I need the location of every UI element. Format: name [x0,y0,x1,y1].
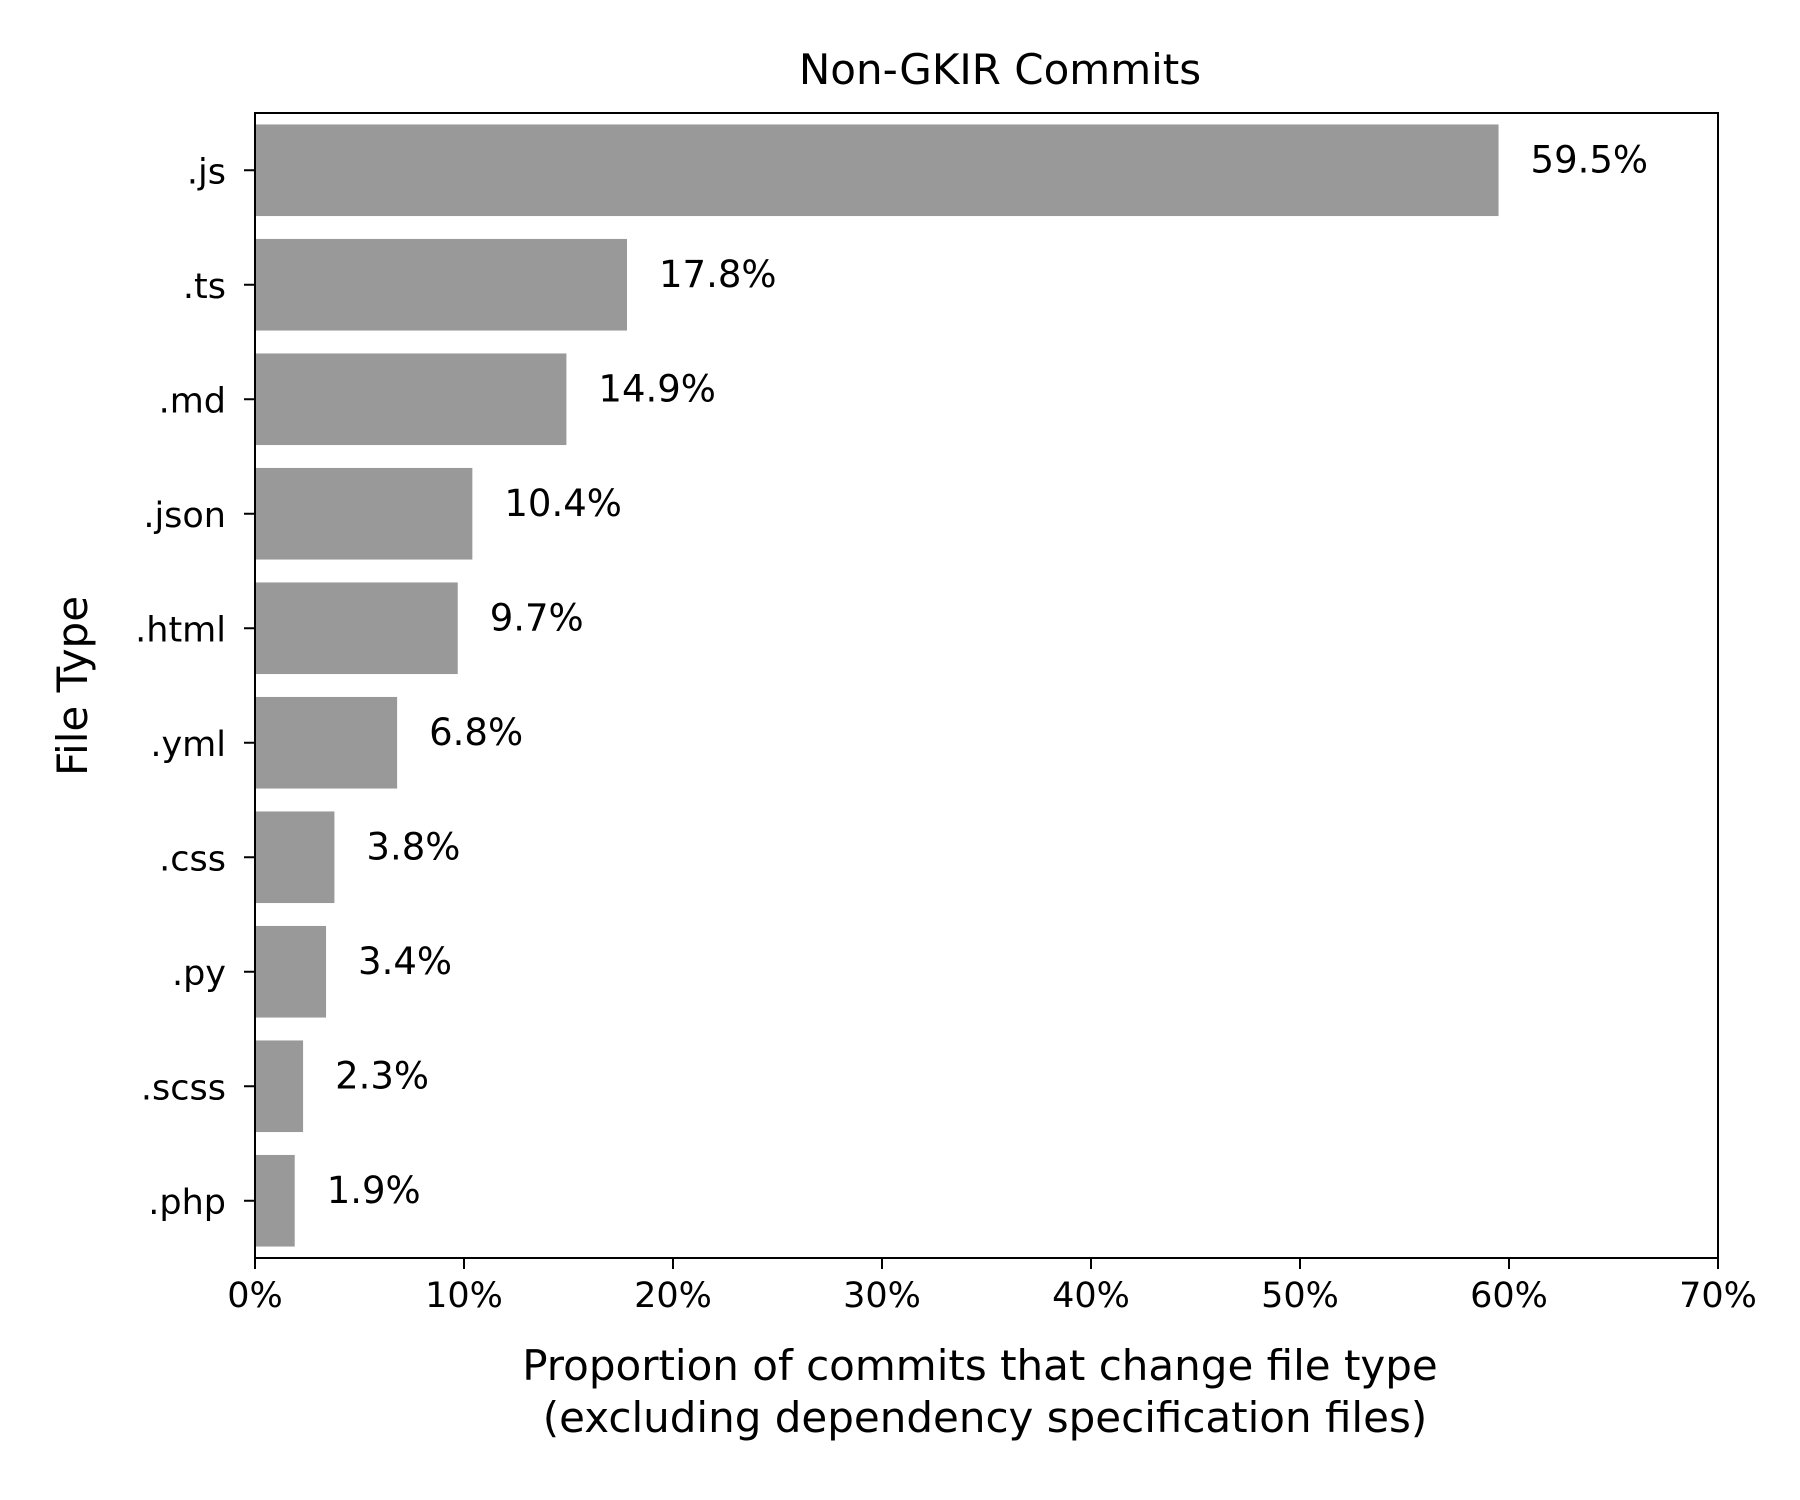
data-label-css: 3.8% [366,825,460,868]
y-axis-label: File Type [48,596,97,776]
plot-area-frame [254,112,1719,1259]
bar-css [255,811,335,904]
x-axis-label-line-1: Proportion of commits that change file t… [522,1341,1438,1390]
y-tick-label-css: .css [159,839,226,879]
x-tick-label-0: 0% [227,1276,283,1316]
y-tick-label-json: .json [143,496,226,536]
y-tick-label-md: .md [159,381,226,421]
data-label-scss: 2.3% [335,1054,429,1097]
bar-md [255,353,567,446]
data-label-php: 1.9% [327,1169,421,1212]
chart-title: Non-GKIR Commits [799,45,1201,94]
bar-html [255,582,458,675]
y-tick-label-yml: .yml [150,725,226,765]
x-tick-label-50: 50% [1261,1276,1339,1316]
data-label-json: 10.4% [504,482,622,525]
x-tick-label-10: 10% [425,1276,503,1316]
y-tick-label-js: .js [187,152,226,192]
bar-py [255,925,327,1018]
bars-group [255,124,1499,1247]
y-tick-label-ts: .ts [183,267,226,307]
bar-json [255,467,473,560]
y-tick-label-php: .php [148,1183,226,1223]
bar-ts [255,238,628,331]
bar-yml [255,696,398,789]
bar-php [255,1154,295,1247]
y-axis-ticks: .js .ts .md .json .html .yml .css .py .scss .php [135,152,255,1223]
data-label-py: 3.4% [358,940,452,983]
bar-js [255,124,1499,217]
x-tick-label-70: 70% [1679,1276,1757,1316]
y-tick-label-html: .html [135,610,226,650]
x-tick-label-20: 20% [634,1276,712,1316]
x-axis-label-line-2: (excluding dependency specification file… [543,1393,1427,1442]
x-tick-label-40: 40% [1052,1276,1130,1316]
y-tick-label-scss: .scss [141,1068,226,1108]
bar-scss [255,1040,304,1133]
data-label-html: 9.7% [490,596,584,639]
data-labels-group: 59.5% 17.8% 14.9% 10.4% 9.7% 6.8% 3.8% 3.4% 2.3%… [327,138,1648,1212]
data-label-yml: 6.8% [429,711,523,754]
data-label-js: 59.5% [1531,138,1649,181]
data-label-ts: 17.8% [659,253,777,296]
y-tick-label-py: .py [172,954,226,994]
x-tick-label-30: 30% [843,1276,921,1316]
data-label-md: 14.9% [598,367,716,410]
x-axis-ticks: 0% 10% 20% 30% 40% 50% 60% 70% [227,1258,1757,1316]
x-tick-label-60: 60% [1470,1276,1548,1316]
